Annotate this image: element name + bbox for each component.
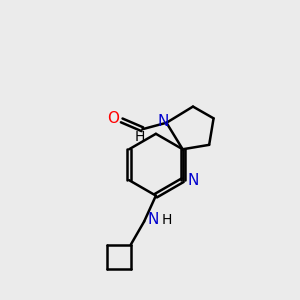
Text: N: N (157, 114, 169, 129)
Text: H: H (135, 130, 145, 145)
Text: N: N (147, 212, 158, 227)
Text: O: O (107, 111, 119, 126)
Text: H: H (162, 213, 172, 227)
Text: N: N (188, 173, 199, 188)
